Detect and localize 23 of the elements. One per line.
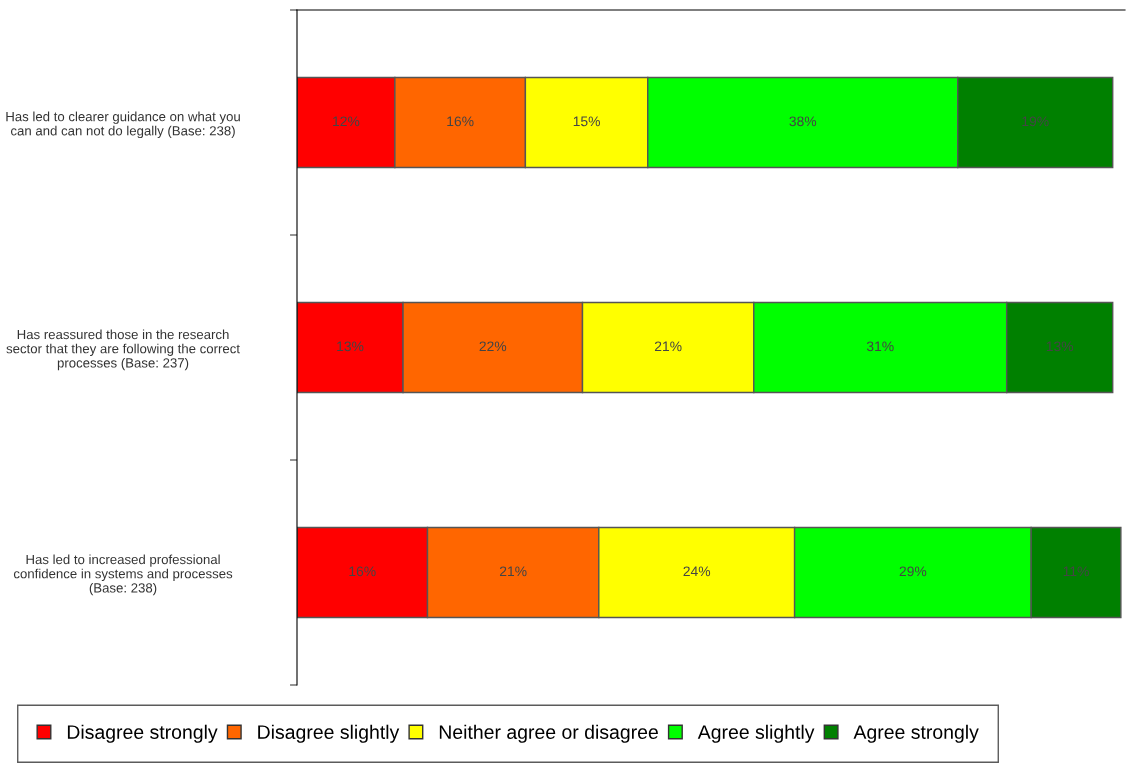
data-label: 24% [683, 566, 711, 577]
data-label: 22% [479, 341, 507, 352]
data-label: 31% [866, 341, 894, 352]
data-label: 12% [333, 116, 360, 127]
data-label: 16% [349, 566, 376, 577]
data-label: 21% [499, 566, 527, 577]
y-tick-label: Has led to clearer guidance on what you can and can not do legally (Base: 238) [6, 111, 240, 139]
legend-label: Neither agree or disagree [439, 724, 658, 743]
data-label: 11% [1063, 566, 1089, 577]
data-label: 38% [789, 116, 817, 127]
y-tick-label: Has led to increased professional confidence in systems and processes (Base: 238) [13, 554, 233, 596]
data-label: 29% [899, 566, 927, 577]
legend-label: Disagree slightly [258, 724, 400, 743]
legend-label: Agree strongly [853, 724, 979, 743]
y-tick-label: Has reassured those in the research sector that they are following the correct processes (Base: 237) [6, 329, 240, 371]
data-label: 16% [447, 116, 474, 127]
data-label: 15% [573, 116, 600, 127]
data-label: 21% [654, 341, 682, 352]
data-label: 13% [337, 341, 364, 352]
data-label: 19% [1022, 116, 1049, 127]
legend-label: Agree slightly [697, 724, 815, 743]
data-label: 13% [1046, 341, 1074, 352]
legend-label: Disagree strongly [67, 724, 218, 743]
